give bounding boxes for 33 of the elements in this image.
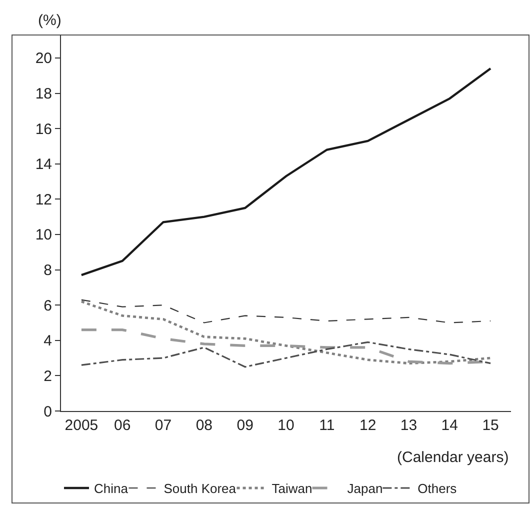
x-tick-label: 2005 — [64, 417, 98, 434]
x-tick-label: 14 — [441, 417, 458, 434]
y-tick-label: 10 — [35, 226, 52, 244]
y-tick-label: 14 — [35, 156, 52, 174]
x-tick-label: 15 — [482, 417, 499, 434]
x-tick-label: 11 — [319, 417, 335, 434]
y-tick-label: 8 — [44, 262, 52, 280]
legend-label: China — [94, 481, 129, 496]
legend-label: Taiwan — [272, 481, 312, 496]
legend-label: Others — [418, 481, 458, 496]
x-tick-label: 06 — [114, 417, 131, 434]
x-tick-label: 09 — [236, 417, 254, 434]
x-axis-title: (Calendar years) — [397, 449, 509, 466]
line-series — [80, 67, 492, 276]
y-tick-label: 4 — [44, 332, 52, 350]
y-tick-label: 18 — [35, 86, 52, 102]
legend-label: Japan — [347, 481, 383, 496]
x-tick-label: 08 — [196, 417, 213, 434]
x-tick-label: 07 — [154, 417, 172, 434]
y-tick-label: 6 — [44, 297, 52, 314]
y-axis-title: (%) — [38, 12, 62, 29]
x-tick-label: 13 — [400, 417, 418, 434]
x-tick-label: 12 — [359, 417, 376, 434]
line-series — [80, 299, 492, 324]
y-tick-label: 0 — [44, 403, 52, 420]
line-series — [80, 300, 492, 365]
y-tick-label: 12 — [35, 191, 52, 208]
y-tick-label: 2 — [44, 368, 52, 385]
x-tick-label: 10 — [278, 417, 294, 434]
legend-label: South Korea — [164, 481, 237, 496]
y-tick-label: 20 — [35, 50, 52, 68]
y-tick-label: 16 — [35, 120, 52, 138]
line-series — [80, 341, 492, 368]
